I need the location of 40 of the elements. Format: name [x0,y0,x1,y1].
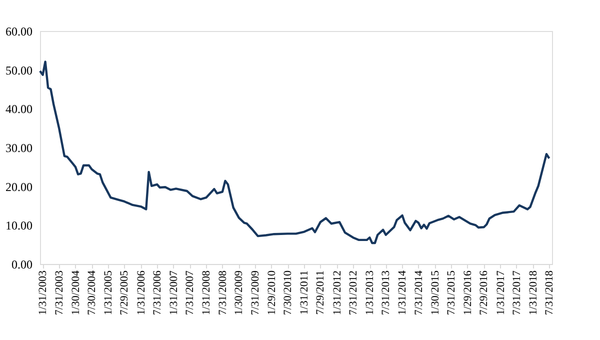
x-tick-label: 7/31/2008 [216,270,229,316]
x-tick-label: 7/31/2003 [53,270,66,316]
x-tick-label: 1/31/2012 [331,270,344,316]
line-series [38,60,550,244]
x-tick-label: 7/29/2005 [118,270,131,316]
x-tick-label: 7/29/2011 [314,270,327,315]
x-tick-label: 7/31/2014 [412,270,425,316]
x-tick-label: 1/30/2015 [429,270,442,316]
x-tick-label: 1/29/2010 [266,270,278,316]
y-tick-label: 50.00 [6,63,32,78]
x-tick-label: 1/29/2016 [462,270,474,316]
y-tick-label: 10.00 [6,218,32,233]
x-tick-label: 7/31/2009 [250,270,262,316]
x-tick-label: 1/31/2013 [364,270,376,316]
x-tick-label: 1/30/2009 [233,270,246,316]
y-tick-label: 60.00 [6,24,32,38]
y-tick-label: 20.00 [6,180,32,194]
y-tick-label: 40.00 [6,102,32,116]
x-tick-label: 7/31/2006 [151,270,164,316]
x-tick-label: 7/30/2004 [86,270,98,316]
x-tick-label: 1/30/2004 [70,270,82,316]
y-tick-label: 0.00 [12,258,32,272]
x-tick-label: 7/31/2012 [348,270,360,316]
x-tick-label: 7/31/2017 [510,270,523,316]
x-tick-label: 7/31/2013 [380,270,392,316]
x-tick-label: 7/29/2016 [478,270,490,316]
y-tick-label: 30.00 [6,141,32,155]
x-tick-label: 7/31/2015 [446,270,458,316]
x-tick-label: 1/31/2018 [527,270,540,316]
x-tick-label: 1/31/2005 [102,270,115,316]
x-tick-label: 7/30/2010 [282,270,294,316]
x-tick-label: 7/31/2018 [544,270,556,316]
x-tick-label: 1/31/2003 [37,270,50,316]
x-tick-label: 1/31/2011 [298,270,311,315]
x-tick-label: 1/31/2007 [168,270,180,316]
x-tick-label: 1/31/2017 [494,270,507,316]
x-tick-label: 1/31/2006 [135,270,148,316]
x-tick-label: 1/31/2014 [396,270,409,316]
x-tick-label: 1/31/2008 [200,270,213,316]
x-tick-label: 7/31/2007 [184,270,196,316]
